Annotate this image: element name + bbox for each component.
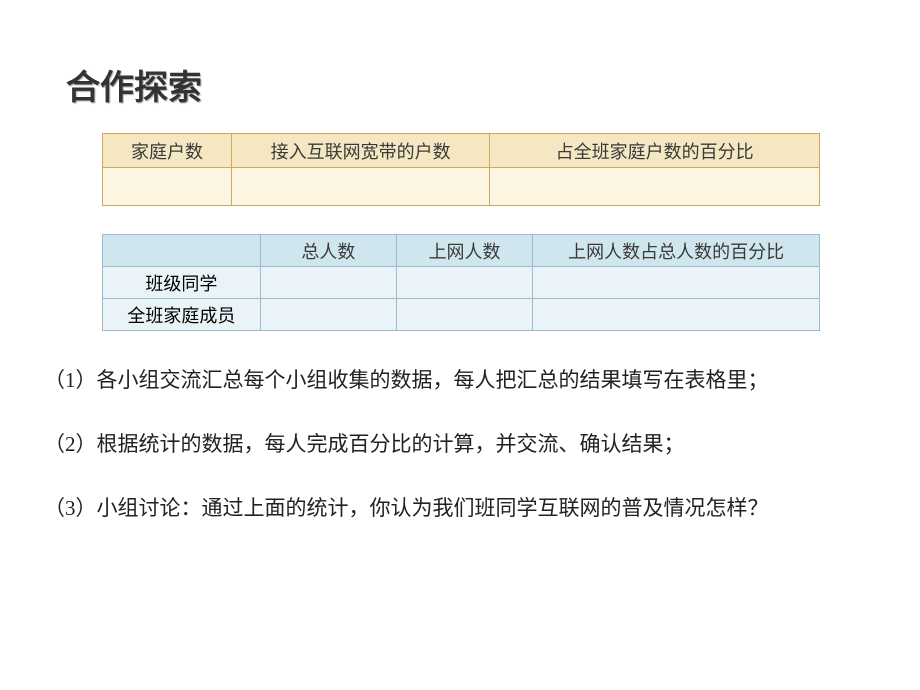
t1-cell — [490, 168, 820, 206]
t2-row-label: 全班家庭成员 — [103, 299, 261, 331]
paragraph-1: （1）各小组交流汇总每个小组收集的数据，每人把汇总的结果填写在表格里； — [44, 357, 880, 403]
t1-header-cell: 接入互联网宽带的户数 — [232, 134, 490, 168]
t2-cell — [533, 267, 820, 299]
tables-container: 家庭户数 接入互联网宽带的户数 占全班家庭户数的百分比 总人数 上网人数 上网人… — [102, 133, 820, 331]
t1-cell — [232, 168, 490, 206]
page-title: 合作探索 — [66, 60, 880, 109]
t2-header-cell: 总人数 — [260, 235, 396, 267]
table-people: 总人数 上网人数 上网人数占总人数的百分比 班级同学 全班家庭成员 — [102, 234, 820, 331]
t1-header-cell: 占全班家庭户数的百分比 — [490, 134, 820, 168]
t2-cell — [260, 267, 396, 299]
paragraph-2: （2）根据统计的数据，每人完成百分比的计算，并交流、确认结果； — [44, 421, 880, 467]
t2-header-cell: 上网人数 — [396, 235, 532, 267]
t2-header-cell: 上网人数占总人数的百分比 — [533, 235, 820, 267]
t2-row-label: 班级同学 — [103, 267, 261, 299]
t2-cell — [260, 299, 396, 331]
t2-cell — [533, 299, 820, 331]
table-households: 家庭户数 接入互联网宽带的户数 占全班家庭户数的百分比 — [102, 133, 820, 206]
paragraph-3: （3）小组讨论：通过上面的统计，你认为我们班同学互联网的普及情况怎样？ — [44, 485, 880, 531]
t1-cell — [103, 168, 232, 206]
t2-cell — [396, 299, 532, 331]
t2-cell — [396, 267, 532, 299]
paragraphs: （1）各小组交流汇总每个小组收集的数据，每人把汇总的结果填写在表格里； （2）根… — [44, 357, 880, 532]
slide-page: 合作探索 家庭户数 接入互联网宽带的户数 占全班家庭户数的百分比 — [0, 0, 920, 690]
t2-header-cell — [103, 235, 261, 267]
t1-header-cell: 家庭户数 — [103, 134, 232, 168]
